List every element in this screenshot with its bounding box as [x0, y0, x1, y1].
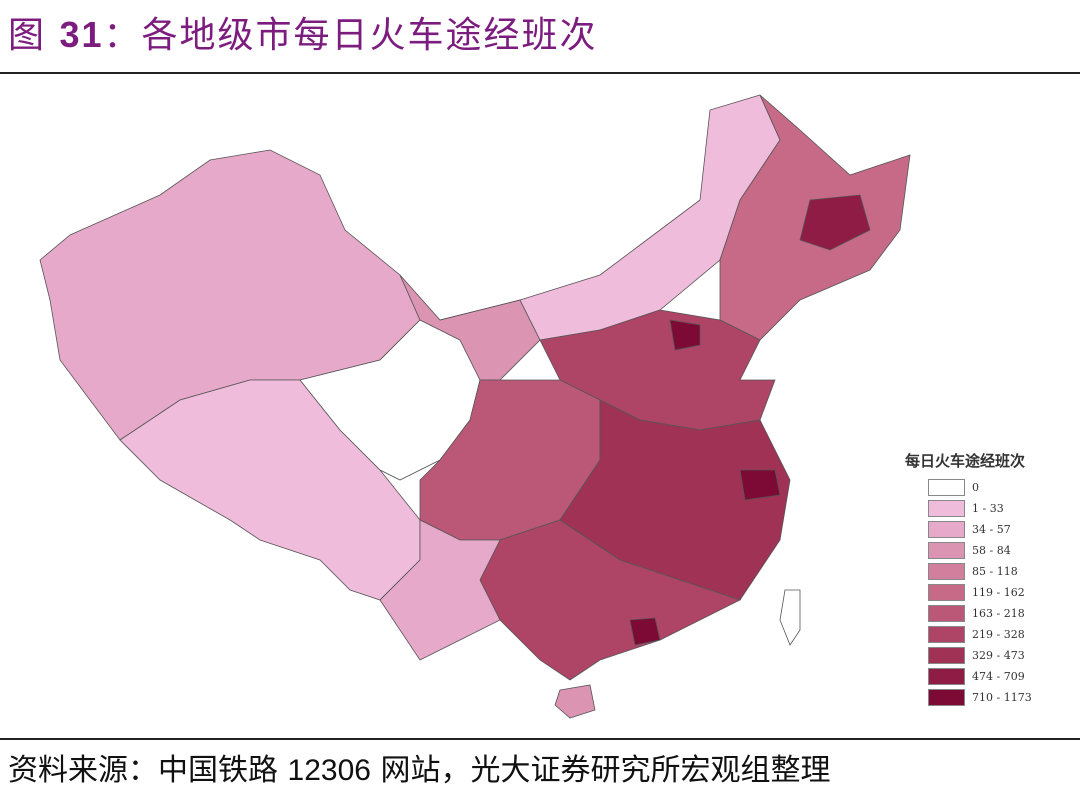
legend-item: 58 - 84 — [928, 540, 1032, 561]
figure-title: 图 31：各地级市每日火车途经班次 — [8, 6, 598, 58]
legend-label: 119 - 162 — [972, 586, 1025, 599]
legend-swatch — [928, 584, 965, 601]
legend-label: 219 - 328 — [972, 628, 1025, 641]
region-yunnan — [379, 519, 501, 661]
legend-swatch — [928, 668, 965, 685]
legend-swatch — [928, 689, 965, 706]
title-number: 31 — [59, 14, 104, 55]
title-text: ：各地级市每日火车途经班次 — [103, 15, 598, 56]
title-prefix: 图 — [8, 15, 47, 56]
legend-swatch — [928, 479, 965, 496]
legend-label: 0 — [972, 481, 979, 494]
bottom-rule — [0, 738, 1080, 740]
legend-item: 1 - 33 — [928, 498, 1032, 519]
source-note: 资料来源：中国铁路 12306 网站，光大证券研究所宏观组整理 — [8, 745, 831, 789]
legend-swatch — [928, 605, 965, 622]
legend-swatch — [928, 563, 965, 580]
legend-item: 474 - 709 — [928, 666, 1032, 687]
legend-title: 每日火车途经班次 — [905, 452, 1026, 470]
source-suffix: 网站，光大证券研究所宏观组整理 — [380, 753, 831, 788]
region-northeast-hub — [799, 194, 871, 251]
legend-swatch — [928, 521, 965, 538]
region-shanghai — [739, 469, 781, 501]
legend-item: 0 — [928, 477, 1032, 498]
region-taiwan — [779, 589, 801, 646]
legend-label: 474 - 709 — [972, 670, 1025, 683]
region-hainan — [554, 684, 596, 719]
region-central — [559, 399, 791, 601]
legend: 每日火车途经班次 0 1 - 33 34 - 57 58 - 84 85 - 118 11… — [905, 450, 1032, 708]
legend-swatch — [928, 626, 965, 643]
legend-item: 119 - 162 — [928, 582, 1032, 603]
legend-label: 34 - 57 — [972, 523, 1011, 536]
legend-label: 1 - 33 — [972, 502, 1004, 515]
legend-label: 163 - 218 — [972, 607, 1025, 620]
legend-swatch — [928, 542, 965, 559]
region-beijing — [669, 319, 701, 351]
legend-item: 163 - 218 — [928, 603, 1032, 624]
source-number: 12306 — [287, 754, 371, 787]
top-rule — [0, 72, 1080, 74]
legend-item: 329 - 473 — [928, 645, 1032, 666]
legend-swatch — [928, 500, 965, 517]
legend-item: 34 - 57 — [928, 519, 1032, 540]
legend-item: 219 - 328 — [928, 624, 1032, 645]
source-prefix: 资料来源：中国铁路 — [8, 753, 278, 788]
legend-label: 329 - 473 — [972, 649, 1025, 662]
legend-swatch — [928, 647, 965, 664]
legend-label: 710 - 1173 — [972, 691, 1032, 704]
china-choropleth-map — [39, 94, 911, 719]
legend-label: 85 - 118 — [972, 565, 1018, 578]
legend-label: 58 - 84 — [972, 544, 1011, 557]
legend-item: 85 - 118 — [928, 561, 1032, 582]
legend-item: 710 - 1173 — [928, 687, 1032, 708]
region-guangzhou — [629, 617, 661, 646]
